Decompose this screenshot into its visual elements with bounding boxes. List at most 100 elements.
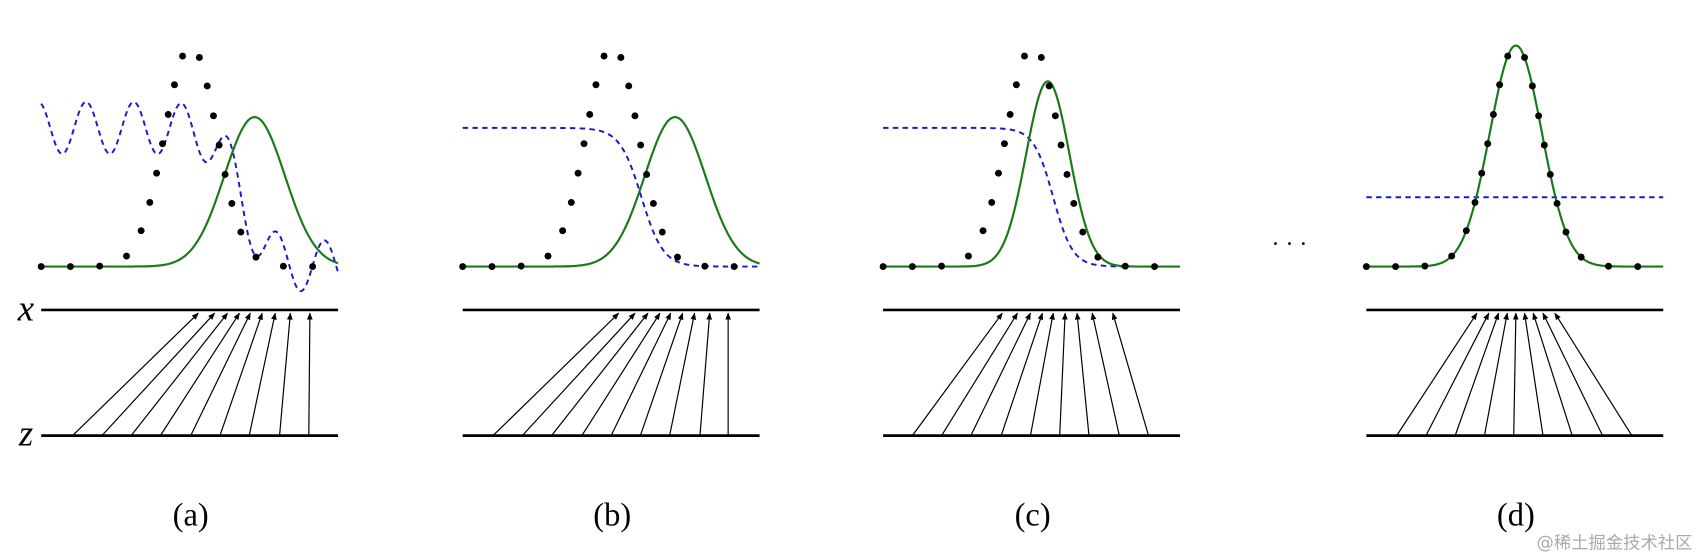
data-point <box>179 52 187 60</box>
data-point <box>643 170 651 178</box>
discriminator-curve <box>40 100 339 293</box>
data-point <box>1496 81 1504 89</box>
mapping-arrow <box>1396 312 1478 436</box>
data-point <box>580 140 588 148</box>
data-point <box>1577 253 1585 261</box>
data-point <box>1484 140 1492 148</box>
mapping-arrow <box>911 312 1003 436</box>
data-point <box>559 227 567 235</box>
data-point <box>574 169 582 177</box>
mapping-arrow <box>1090 312 1120 436</box>
data-point <box>37 263 45 271</box>
mapping-arrow <box>101 312 216 437</box>
mapping-arrow <box>1029 312 1055 436</box>
data-point <box>1121 262 1129 270</box>
data-point <box>170 81 178 89</box>
data-point <box>1037 54 1045 61</box>
mapping-arrow <box>1425 312 1490 436</box>
mapping-arrow <box>1059 312 1068 436</box>
data-point <box>730 263 738 271</box>
data-point <box>1605 262 1612 270</box>
mapping-arrow <box>521 312 636 437</box>
data-point <box>153 169 161 177</box>
mapping-arrow <box>1522 312 1544 436</box>
mapping-arrow <box>941 312 1018 436</box>
data-point <box>1000 140 1008 148</box>
data-point <box>459 263 467 271</box>
data-point <box>567 198 575 206</box>
data-point <box>137 227 145 235</box>
mapping-arrow <box>970 312 1031 436</box>
data-point <box>1462 227 1470 235</box>
data-point <box>96 262 104 270</box>
data-point <box>637 141 645 149</box>
mapping-arrow <box>1074 312 1090 436</box>
mapping-arrow <box>699 312 713 436</box>
data-point <box>1528 82 1536 90</box>
data-point <box>1521 54 1529 61</box>
mapping-arrow <box>72 312 199 437</box>
data-point <box>631 112 639 120</box>
mapping-arrow <box>130 312 229 436</box>
data-point <box>123 252 130 260</box>
mapping-arrow <box>1483 312 1509 436</box>
data-point <box>1478 169 1486 177</box>
data-point <box>221 170 229 178</box>
data-point <box>701 262 709 270</box>
data-point <box>215 141 223 149</box>
data-point <box>649 200 657 207</box>
data-point <box>1546 170 1554 178</box>
data-point <box>146 198 154 206</box>
data-point <box>309 263 317 271</box>
data-point <box>1471 198 1479 206</box>
mapping-arrow <box>306 312 313 436</box>
generator-curve <box>883 80 1180 268</box>
mapping-arrow <box>669 312 697 436</box>
data-point <box>1063 170 1071 178</box>
data-point <box>228 200 236 207</box>
mapping-arrow <box>278 312 293 436</box>
data-point <box>617 54 625 61</box>
data-point <box>1070 200 1078 207</box>
data-point <box>964 252 972 260</box>
data-point <box>1006 111 1014 118</box>
generator-curve <box>41 115 339 268</box>
data-point <box>592 81 600 89</box>
generator-curve <box>462 115 760 268</box>
data-point <box>203 82 211 90</box>
discriminator-curve <box>883 126 1180 268</box>
data-point <box>1362 263 1370 271</box>
data-point <box>658 228 666 236</box>
data-point <box>979 227 987 235</box>
data-point <box>1421 262 1429 270</box>
panel-caption: (d) <box>1497 498 1535 534</box>
data-point <box>1012 81 1020 89</box>
data-point <box>517 262 525 270</box>
mapping-arrow <box>219 312 263 436</box>
mapping-arrow <box>248 312 277 436</box>
mapping-arrow <box>1111 312 1150 436</box>
panel-caption: (a) <box>173 498 209 534</box>
mapping-arrow <box>1554 312 1633 436</box>
data-point <box>938 262 946 270</box>
data-point <box>1535 112 1543 120</box>
data-point <box>66 263 74 271</box>
mapping-arrow <box>610 312 672 436</box>
data-point <box>586 111 594 118</box>
panel-caption: (b) <box>593 498 631 534</box>
data-point <box>1634 263 1642 271</box>
data-point <box>488 263 496 271</box>
mapping-arrow <box>551 312 649 436</box>
mapping-arrow <box>1000 312 1044 436</box>
data-point <box>195 54 203 61</box>
data-point <box>1051 112 1059 120</box>
data-point <box>1079 228 1087 236</box>
z-axis-label: z <box>18 412 33 453</box>
x-axis-label: x <box>17 288 35 329</box>
data-point <box>988 198 996 206</box>
watermark: @稀土掘金技术社区 <box>1537 533 1693 553</box>
data-point <box>544 252 552 260</box>
ellipsis: · · · <box>1272 231 1308 257</box>
